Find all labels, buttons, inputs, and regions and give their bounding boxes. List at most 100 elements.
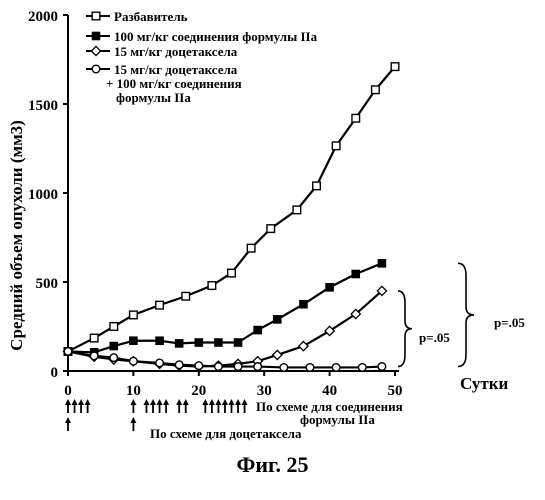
data-point [267,225,275,233]
dose-arrow-head [65,399,71,405]
data-point [156,359,164,367]
p-value-label: p=.05 [494,315,525,330]
data-point [208,282,216,290]
dose-arrow [222,399,228,413]
dose-arrow-head [85,399,91,405]
data-point [352,114,360,122]
dose-arrow-head [176,399,182,405]
x-axis-label: Сутки [460,374,508,393]
dose-arrow [65,417,71,431]
legend-label: Разбавитель [114,9,188,24]
data-point [391,63,399,71]
dose-arrow-head [183,399,189,405]
data-point [254,326,262,334]
dose-arrow [176,399,182,413]
dose-arrow [215,399,221,413]
dose-arrow-head [242,399,248,405]
data-point [110,354,118,362]
dose-arrow-head [163,399,169,405]
dose-arrow-head [78,399,84,405]
series-1 [64,63,399,355]
p-value-label: p=.05 [419,330,450,345]
data-point [247,244,255,252]
series-4 [64,348,386,372]
dose-arrow [235,399,241,413]
data-point [326,284,334,292]
x-tick-label: 50 [388,383,403,399]
dose-arrow [157,399,163,413]
brace [458,263,474,366]
legend-item-4: 15 мг/кг доцетаксела+ 100 мг/кг соединен… [86,62,242,105]
data-point [156,301,164,309]
docetaxel-dosing-row: По схеме для доцетаксела [65,417,302,441]
data-point [130,357,138,365]
data-point [130,337,138,345]
data-point [300,300,308,308]
y-tick-label: 0 [51,365,59,381]
dose-arrow [163,399,169,413]
data-point [130,311,138,319]
data-point [175,361,183,369]
dose-arrow [130,417,136,431]
data-point [90,352,98,360]
data-point [110,323,118,331]
p-value-inner: p=.05 [398,291,450,367]
data-point [195,362,203,370]
data-point [313,182,321,190]
data-point [91,46,100,55]
x-tick-label: 10 [126,383,141,399]
dose-arrow-head [157,399,163,405]
brace [398,291,412,367]
data-point [378,363,386,371]
data-point [332,364,340,372]
legend-item-2: 100 мг/кг соединения формулы IIa [86,29,318,44]
data-point [378,260,386,268]
data-point [234,339,242,347]
data-point [332,142,340,150]
dose-arrow [209,399,215,413]
legend-item-1: Разбавитель [86,9,188,24]
legend-label: формулы IIa [116,90,191,105]
data-point [273,350,282,359]
dose-arrow-head [235,399,241,405]
x-tick-label: 40 [322,383,337,399]
dose-arrow-head [130,417,136,423]
data-point [215,339,223,347]
dose-arrow-head [229,399,235,405]
dose-arrow [65,399,71,413]
x-tick-label: 0 [64,383,72,399]
legend-label: 15 мг/кг доцетаксела [114,62,238,77]
y-tick-label: 1000 [28,187,58,203]
y-tick-label: 1500 [28,98,58,114]
data-point [64,348,72,356]
dose-arrow [202,399,208,413]
data-point [306,364,314,372]
data-point [182,292,190,300]
data-point [195,339,203,347]
data-point [92,12,100,20]
dose-arrow-head [143,399,149,405]
data-point [234,363,242,371]
figure-caption: Фиг. 25 [0,452,545,478]
dose-arrow [130,399,136,413]
series-2 [64,260,386,357]
y-tick-label: 500 [36,276,59,292]
data-point [273,316,281,324]
y-tick-label: 2000 [28,9,58,25]
dose-arrow-head [72,399,78,405]
dosing-schedule: По схеме для соединенияформулы IIaПо схе… [65,399,403,441]
data-point [352,270,360,278]
compound-dosing-row: По схеме для соединенияформулы IIa [65,399,403,427]
data-point [254,363,262,371]
dose-arrow [85,399,91,413]
data-point [156,337,164,345]
dose-arrow [242,399,248,413]
dose-arrow-head [130,399,136,405]
y-axis-label: Средний объем опухоли (мм3) [7,120,26,351]
dose-arrow-head [150,399,156,405]
docetaxel-dosing-label: По схеме для доцетаксела [150,426,302,441]
data-point [175,340,183,348]
dose-arrow-head [202,399,208,405]
x-tick-label: 30 [257,383,272,399]
legend-label: 100 мг/кг соединения формулы IIa [114,29,318,44]
